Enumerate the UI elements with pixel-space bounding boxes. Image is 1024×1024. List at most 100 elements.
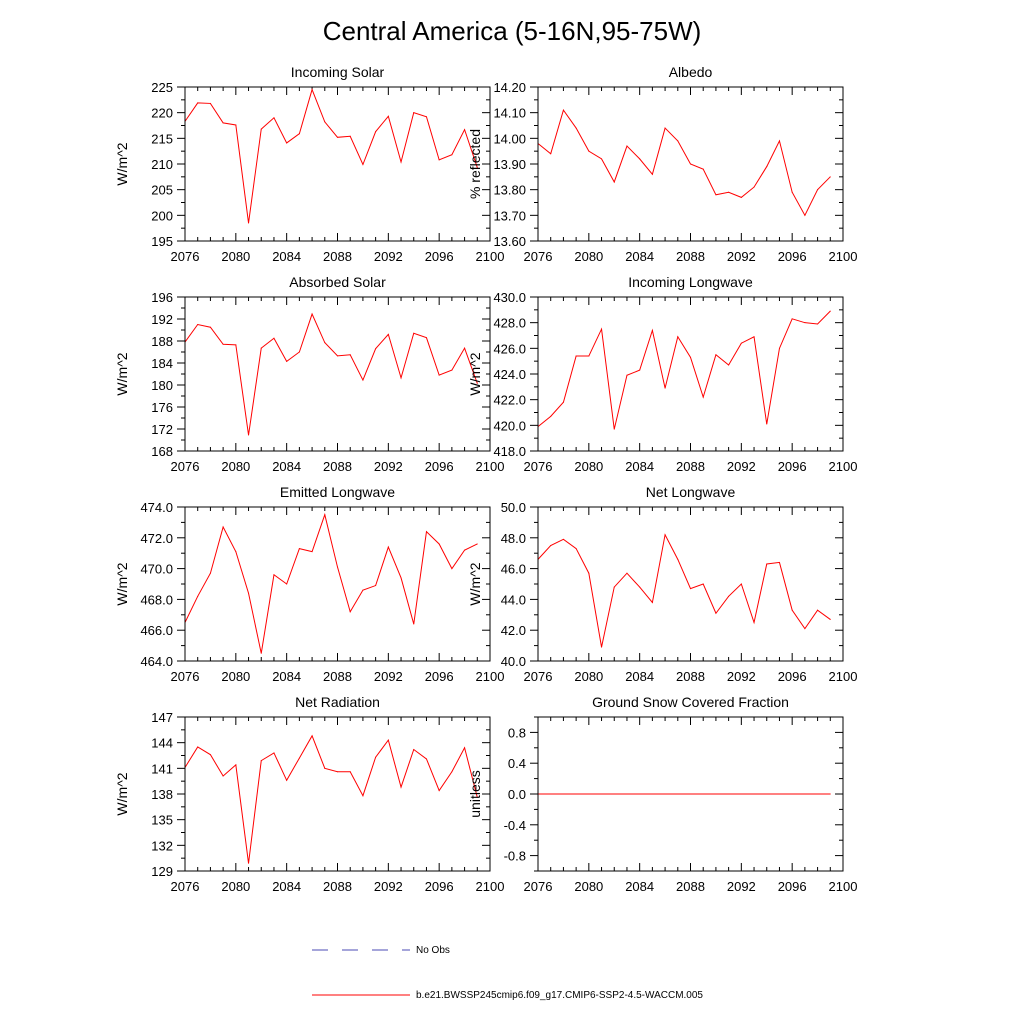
- data-point: [222, 343, 224, 345]
- y-tick-label: 426.0: [493, 341, 526, 356]
- data-point: [626, 793, 628, 795]
- x-tick-label: 2088: [323, 249, 352, 264]
- data-point: [464, 347, 466, 349]
- y-tick-label: 468.0: [140, 592, 173, 607]
- x-tick-label: 2076: [171, 249, 200, 264]
- x-tick-label: 2084: [272, 459, 301, 474]
- x-tick-label: 2080: [221, 879, 250, 894]
- data-point: [273, 117, 275, 119]
- data-point: [639, 369, 641, 371]
- y-tick-label: 141: [151, 761, 173, 776]
- y-tick-label: -0.8: [504, 849, 526, 864]
- data-point: [438, 790, 440, 792]
- data-point: [562, 538, 564, 540]
- data-point: [413, 749, 415, 751]
- data-point: [677, 140, 679, 142]
- data-point: [601, 328, 603, 330]
- x-tick-label: 2096: [425, 669, 454, 684]
- data-point: [588, 572, 590, 574]
- x-tick-label: 2096: [778, 669, 807, 684]
- x-tick-label: 2096: [425, 459, 454, 474]
- data-point: [362, 164, 364, 166]
- data-point: [222, 775, 224, 777]
- data-point: [690, 793, 691, 795]
- data-point: [298, 548, 300, 550]
- series-line: [537, 533, 831, 648]
- panel-emitted-longwave: Emitted Longwave W/m^2 2076 2080 2084 2088 209…: [114, 484, 504, 684]
- y-tick-label: 0.4: [508, 756, 526, 771]
- y-tick-label: 220: [151, 106, 173, 121]
- data-point: [639, 586, 641, 588]
- y-tick-label: 418.0: [493, 444, 526, 459]
- data-point: [286, 142, 288, 144]
- y-axis-label: W/m^2: [467, 562, 483, 605]
- data-point: [324, 342, 326, 344]
- data-point: [222, 122, 224, 124]
- panel-title: Absorbed Solar: [289, 274, 386, 290]
- data-point: [476, 796, 478, 798]
- y-tick-label: 184: [151, 356, 173, 371]
- plot-frame: [184, 86, 491, 242]
- data-point: [690, 356, 691, 358]
- x-tick-label: 2096: [778, 459, 807, 474]
- series-line: [184, 512, 478, 654]
- data-point: [829, 793, 831, 795]
- data-point: [766, 423, 768, 425]
- data-point: [677, 558, 679, 560]
- data-point: [425, 531, 427, 533]
- y-tick-label: 13.60: [493, 234, 526, 249]
- y-tick-label: 466.0: [140, 623, 173, 638]
- data-point: [311, 313, 313, 315]
- y-tick-label: 424.0: [493, 367, 526, 382]
- data-point: [626, 374, 628, 376]
- plot-frame: [537, 86, 844, 242]
- data-point: [438, 374, 440, 376]
- plot-frame: [184, 296, 491, 452]
- data-point: [575, 127, 577, 129]
- data-point: [613, 586, 615, 588]
- data-point: [451, 771, 453, 773]
- data-point: [362, 589, 364, 591]
- x-tick-label: 2092: [374, 669, 403, 684]
- x-tick-label: 2092: [727, 249, 756, 264]
- x-tick-label: 2092: [727, 459, 756, 474]
- y-tick-label: 215: [151, 131, 173, 146]
- data-point: [651, 329, 653, 331]
- data-point: [829, 310, 831, 312]
- x-tick-label: 2100: [829, 459, 858, 474]
- data-point: [664, 793, 666, 795]
- panel-net-radiation: Net Radiation W/m^2 2076 2080 2084 2088 2092 20…: [114, 694, 504, 894]
- x-tick-label: 2080: [574, 249, 603, 264]
- data-point: [626, 145, 628, 147]
- x-tick-label: 2080: [574, 459, 603, 474]
- data-point: [311, 89, 313, 91]
- data-point: [702, 583, 704, 585]
- data-point: [817, 189, 819, 191]
- y-tick-label: 200: [151, 208, 173, 223]
- y-tick-label: 0.8: [508, 725, 526, 740]
- y-tick-label: 188: [151, 334, 173, 349]
- data-point: [639, 793, 641, 795]
- panel-incoming-longwave: Incoming Longwave W/m^2 2076 2080 2084 2088 20…: [467, 274, 857, 474]
- x-tick-label: 2092: [727, 669, 756, 684]
- data-point: [222, 526, 224, 528]
- data-point: [209, 102, 211, 104]
- data-point: [575, 548, 577, 550]
- x-tick-label: 2076: [171, 669, 200, 684]
- data-point: [451, 568, 453, 570]
- data-point: [209, 754, 211, 756]
- data-point: [235, 551, 237, 553]
- data-point: [248, 434, 250, 436]
- x-tick-label: 2092: [727, 879, 756, 894]
- data-point: [476, 167, 478, 169]
- data-point: [702, 793, 704, 795]
- x-tick-label: 2076: [524, 669, 553, 684]
- y-tick-label: 176: [151, 400, 173, 415]
- plot-frame: [537, 506, 844, 662]
- series-line: [537, 108, 831, 217]
- y-axis-label: W/m^2: [114, 562, 130, 605]
- data-point: [626, 572, 628, 574]
- data-point: [451, 154, 453, 156]
- x-tick-label: 2080: [574, 879, 603, 894]
- data-point: [235, 764, 237, 766]
